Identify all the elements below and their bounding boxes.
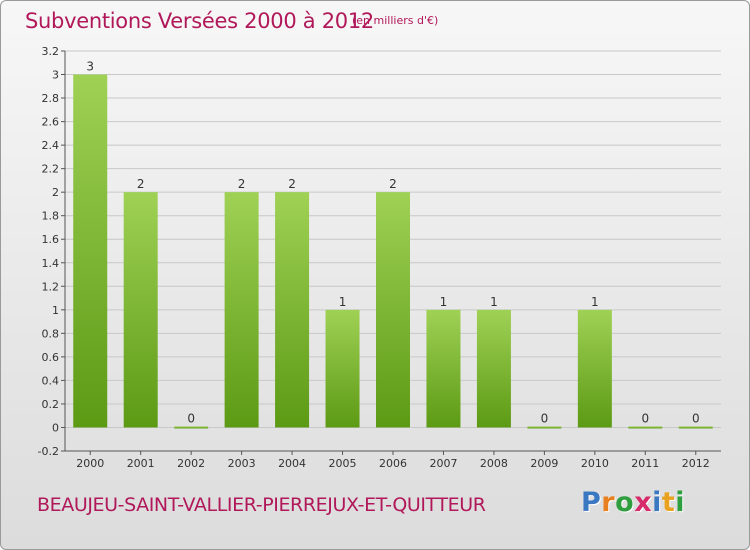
bar [628,426,663,429]
bar [224,192,259,428]
y-tick-label: 2.8 [42,92,60,105]
x-tick-label: 2004 [278,457,306,470]
y-tick-label: 1.4 [42,257,60,270]
y-tick-label: 1.6 [42,233,60,246]
x-tick-label: 2008 [480,457,508,470]
y-tick-label: 1.8 [42,210,60,223]
bar [275,192,310,428]
bar [73,74,108,428]
x-tick-label: 2005 [329,457,357,470]
x-tick-label: 2000 [76,457,104,470]
y-tick-label: 2.6 [42,116,60,129]
bar [174,426,209,429]
logo-letter: i [652,487,662,518]
bar-value-label: 3 [86,60,94,74]
chart-title: Subventions Versées 2000 à 2012 [25,9,374,33]
y-tick-label: 3 [52,69,59,82]
x-tick-label: 2009 [530,457,558,470]
bar [426,309,461,428]
x-tick-label: 2003 [228,457,256,470]
bar-value-label: 2 [238,177,246,191]
bar-value-label: 1 [440,295,448,309]
y-tick-label: 0.4 [42,374,60,387]
bar-value-label: 1 [490,295,498,309]
bar-value-label: 2 [137,177,145,191]
x-tick-label: 2006 [379,457,407,470]
bar-value-label: 1 [591,295,599,309]
y-tick-label: 0.6 [42,351,60,364]
bar-value-label: 0 [187,411,195,425]
bar [123,192,158,428]
y-tick-label: 0.8 [42,327,60,340]
bar [325,309,360,428]
x-tick-label: 2001 [127,457,155,470]
x-tick-label: 2012 [682,457,710,470]
bar-value-label: 2 [389,177,397,191]
bar [376,192,410,428]
logo-letter: x [634,487,653,518]
bar-value-label: 0 [541,411,549,425]
y-tick-label: 3.2 [42,45,60,58]
y-tick-label: 1 [52,304,59,317]
logo-letter: r [601,487,616,518]
bar [678,426,713,429]
proxiti-logo[interactable]: Proxiti [581,487,685,518]
y-tick-label: 0.2 [42,398,60,411]
logo-letter: o [615,487,635,518]
bar-value-label: 1 [339,295,347,309]
bar-value-label: 0 [641,411,649,425]
logo-letter: P [581,487,602,518]
y-tick-label: 0 [52,421,59,434]
x-tick-label: 2002 [177,457,205,470]
logo-letter: t [661,487,676,518]
x-tick-label: 2011 [631,457,659,470]
x-tick-label: 2010 [581,457,609,470]
y-tick-label: -0.2 [38,445,59,458]
x-tick-label: 2007 [429,457,457,470]
y-tick-label: 2.2 [42,163,60,176]
y-tick-label: 2 [52,186,59,199]
y-tick-label: 1.2 [42,280,60,293]
commune-name: BEAUJEU-SAINT-VALLIER-PIERREJUX-ET-QUITT… [37,494,486,516]
logo-letter: i [675,487,686,518]
bar [476,309,511,428]
unit-note: (en milliers d'€) [352,14,439,27]
y-tick-label: 2.4 [42,139,60,152]
bar-value-label: 2 [288,177,296,191]
bar [527,426,562,429]
bar-value-label: 0 [692,411,700,425]
bar [577,309,612,428]
